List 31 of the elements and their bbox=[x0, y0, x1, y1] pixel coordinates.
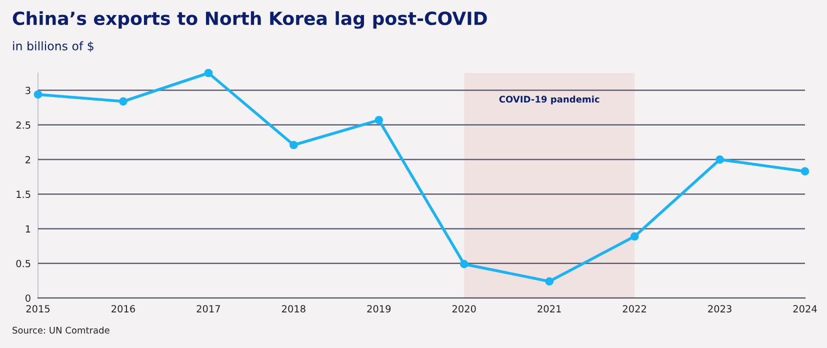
x-tick-label: 2018 bbox=[282, 305, 306, 312]
point bbox=[34, 90, 42, 99]
point bbox=[119, 97, 128, 106]
x-tick-label: 2017 bbox=[196, 305, 220, 312]
x-tick-label: 2019 bbox=[367, 305, 391, 312]
x-tick-label: 2021 bbox=[538, 305, 561, 312]
y-tick-label: 1.5 bbox=[16, 190, 30, 198]
x-tick-label: 2020 bbox=[452, 305, 476, 312]
point bbox=[630, 232, 639, 241]
band-label: COVID-19 pandemic bbox=[499, 96, 600, 104]
point bbox=[460, 260, 468, 268]
point bbox=[716, 155, 724, 164]
y-tick-label: 2 bbox=[26, 156, 30, 164]
x-tick-label: 2024 bbox=[793, 305, 817, 312]
y-tick-label: 2.5 bbox=[16, 121, 30, 129]
chart-subtitle: in billions of $ bbox=[13, 41, 94, 52]
chart-title: China’s exports to North Korea lag post-COVID bbox=[12, 11, 487, 29]
point bbox=[290, 140, 298, 150]
x-tick-label: 2022 bbox=[622, 305, 646, 312]
y-tick-label: 3 bbox=[26, 86, 30, 94]
point bbox=[204, 68, 213, 78]
x-tick-label: 2016 bbox=[112, 305, 135, 312]
source-note: Source: UN Comtrade bbox=[12, 326, 110, 334]
y-tick-label: 0.5 bbox=[16, 260, 30, 268]
y-tick-label: 0 bbox=[26, 294, 30, 302]
point bbox=[374, 116, 384, 124]
x-tick-label: 2023 bbox=[708, 305, 732, 312]
point bbox=[545, 277, 554, 286]
point bbox=[800, 167, 810, 176]
y-tick-label: 1 bbox=[26, 225, 30, 232]
x-tick-label: 2015 bbox=[26, 305, 50, 312]
